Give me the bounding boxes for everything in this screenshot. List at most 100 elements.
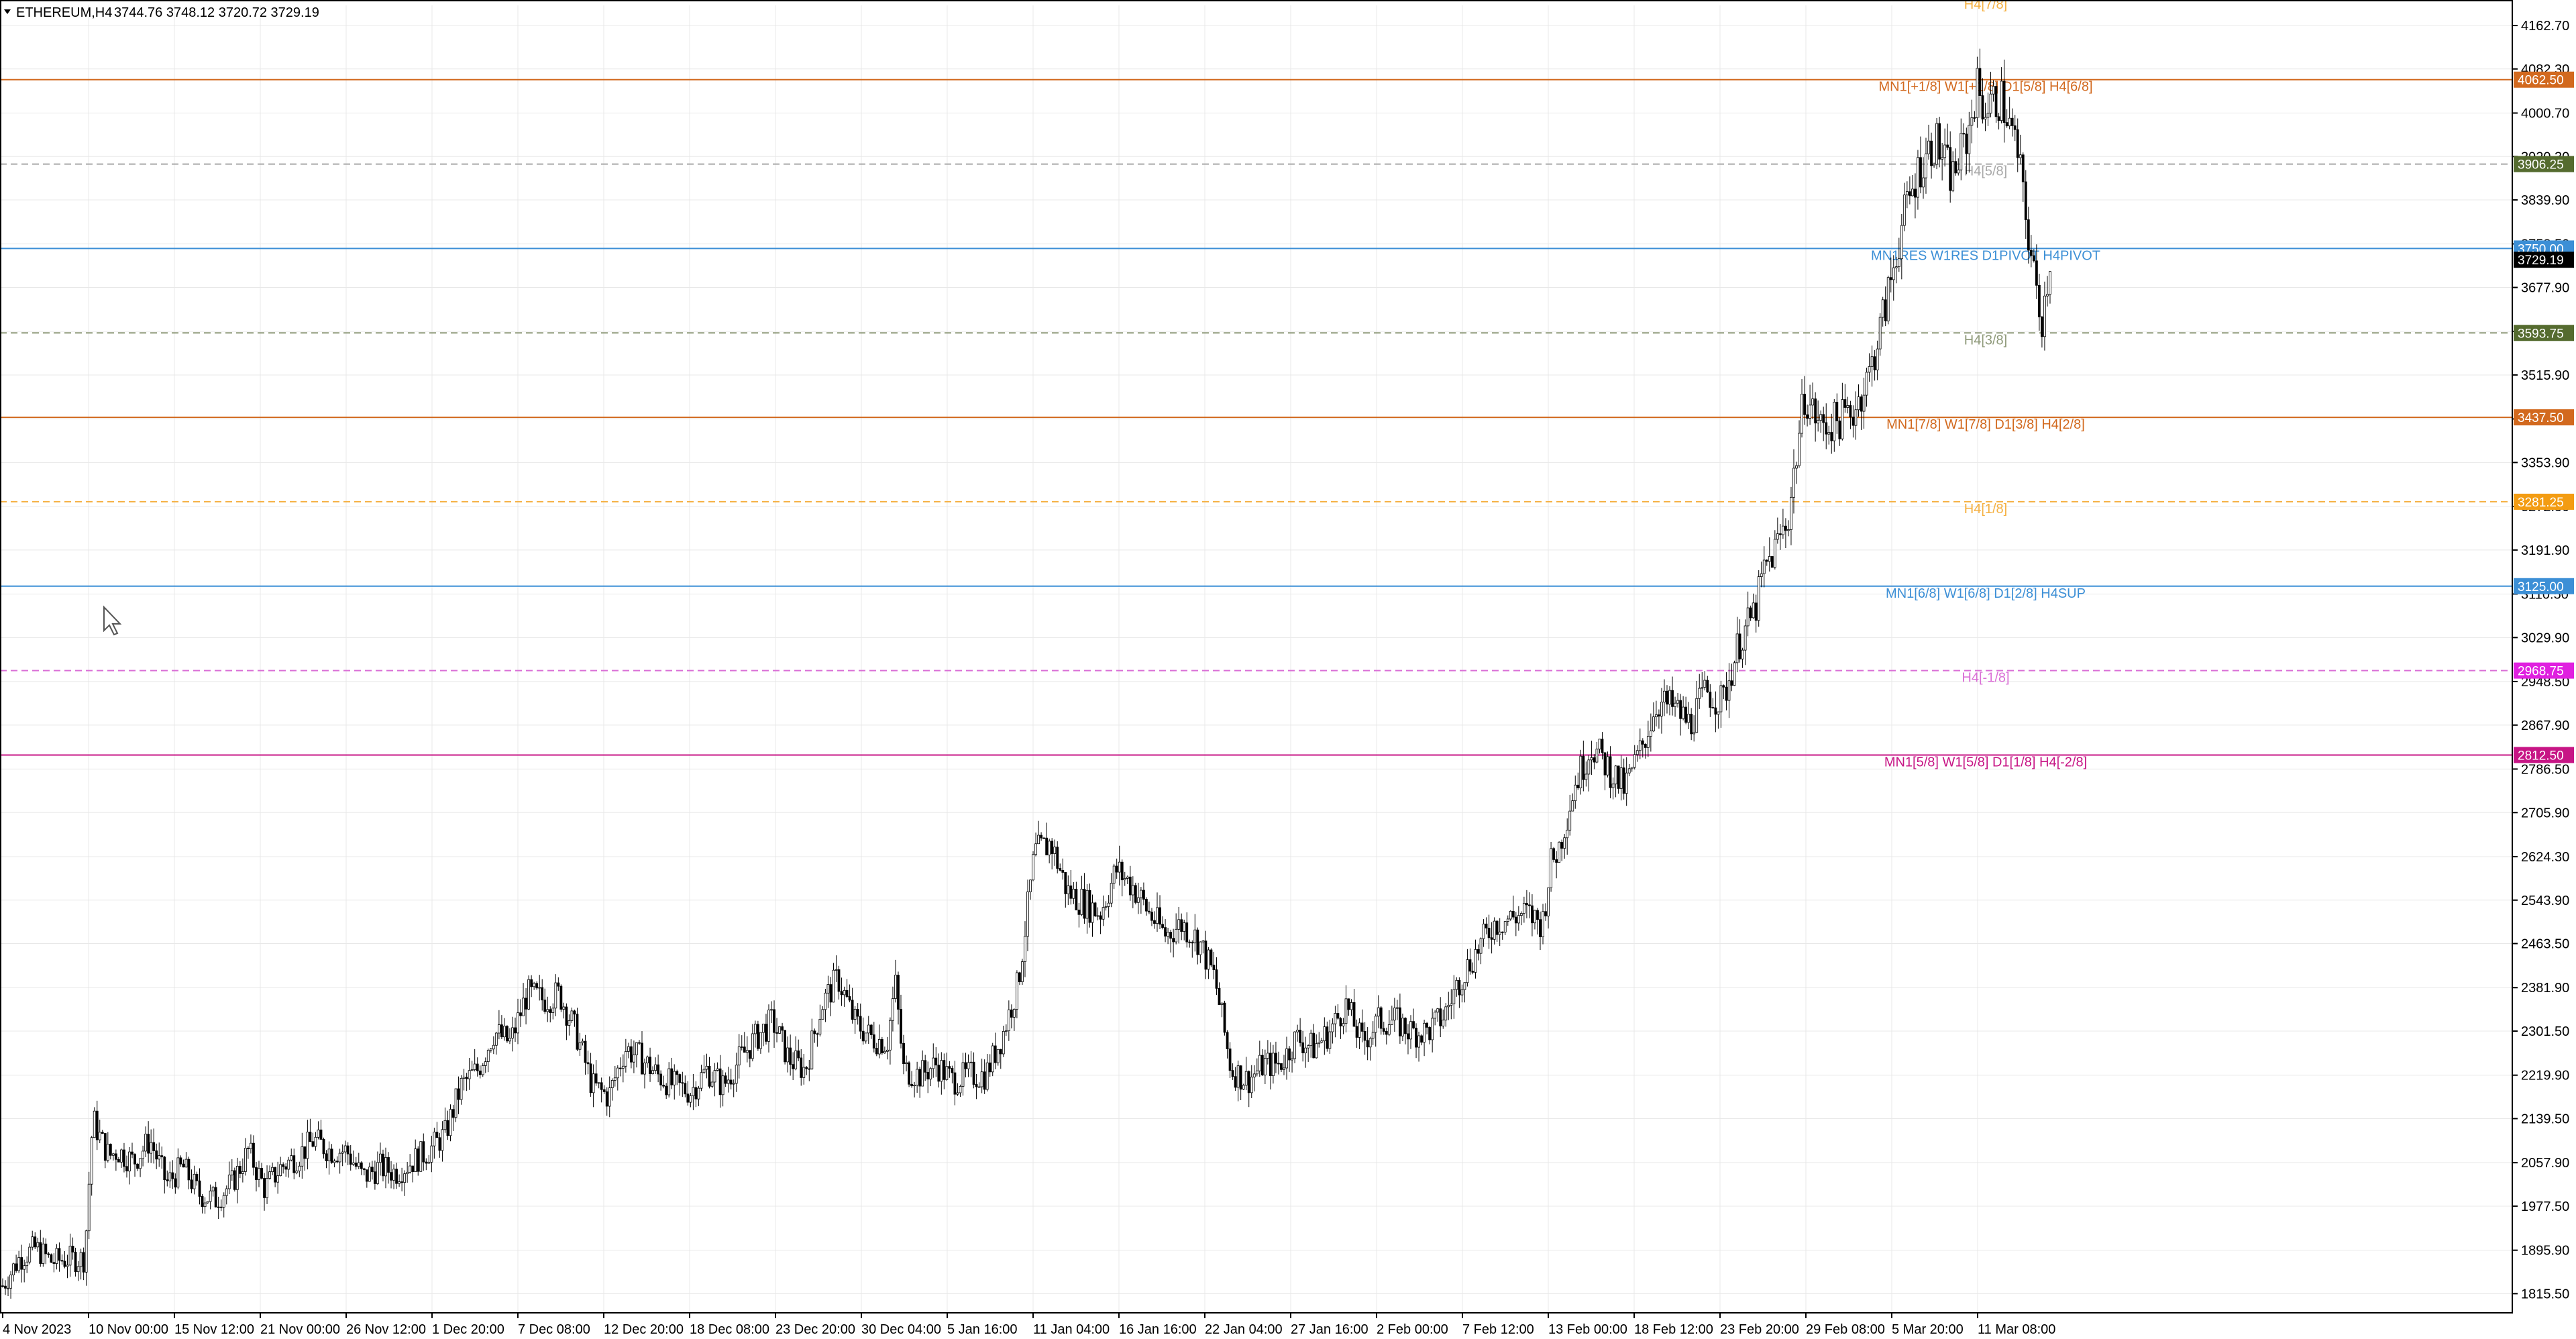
candle-body xyxy=(1034,843,1037,855)
candle-body xyxy=(1420,1035,1423,1043)
candle-body xyxy=(168,1172,172,1181)
candle-body xyxy=(1536,910,1539,920)
candle-body xyxy=(85,1230,88,1273)
candle-body xyxy=(980,1071,983,1087)
candle-body xyxy=(1868,366,1871,373)
candle-body xyxy=(1156,907,1159,924)
candle-body xyxy=(1004,1030,1008,1032)
candle-body xyxy=(948,1066,951,1069)
candle-body xyxy=(1134,885,1137,903)
candle-body xyxy=(494,1032,498,1046)
candle-body xyxy=(90,1137,93,1185)
candle-body xyxy=(1746,607,1750,627)
candle-body xyxy=(667,1068,671,1095)
candle-body xyxy=(883,1051,886,1054)
candle-body xyxy=(1183,922,1186,932)
candle-body xyxy=(565,1006,568,1026)
candle-body xyxy=(735,1065,738,1084)
candle-body xyxy=(514,1027,517,1034)
candle-body xyxy=(594,1073,598,1084)
candle-body xyxy=(470,1069,474,1071)
candle-body xyxy=(1738,633,1741,659)
candle-body xyxy=(892,998,894,1021)
price-tags: 4062.503906.253750.003593.753437.503281.… xyxy=(2514,71,2574,763)
candle-body xyxy=(1933,164,1935,166)
y-tick-label: 3353.90 xyxy=(2521,456,2569,470)
candle-body xyxy=(724,1075,727,1084)
candle-body xyxy=(1830,432,1833,441)
candle-body xyxy=(1128,876,1132,896)
candle-body xyxy=(1207,949,1210,970)
candle-body xyxy=(886,1049,889,1052)
candle-body xyxy=(1226,1032,1229,1049)
candle-body xyxy=(1635,750,1639,755)
candle-body xyxy=(576,1014,579,1050)
candle-body xyxy=(193,1173,196,1189)
candle-body xyxy=(233,1170,236,1190)
candle-body xyxy=(1806,414,1809,419)
candle-body xyxy=(1474,949,1477,973)
candle-body xyxy=(4,1285,7,1289)
candle-body xyxy=(1506,918,1509,922)
candle-body xyxy=(451,1109,455,1118)
candle-body xyxy=(748,1050,751,1059)
candle-body xyxy=(994,1045,997,1063)
candle-body xyxy=(1075,888,1078,910)
candle-body xyxy=(473,1063,476,1070)
candle-body xyxy=(443,1120,447,1130)
candle-body xyxy=(2002,81,2006,123)
candle-body xyxy=(111,1153,115,1156)
candle-body xyxy=(1725,686,1728,701)
candle-body xyxy=(1873,356,1876,370)
candle-body xyxy=(1528,904,1531,906)
candle-body xyxy=(1412,1021,1415,1028)
candle-body xyxy=(775,1032,778,1034)
candle-body xyxy=(802,1067,806,1078)
candle-body xyxy=(484,1061,487,1066)
candle-body xyxy=(1167,932,1169,936)
candle-body xyxy=(1851,417,1855,426)
candle-body xyxy=(370,1167,374,1173)
candle-body xyxy=(1407,1033,1409,1040)
candle-body xyxy=(352,1163,355,1165)
price-tag xyxy=(2514,71,2574,88)
candle-body xyxy=(258,1168,260,1180)
candle-body xyxy=(144,1134,148,1152)
ohlc-values: 3744.76 3748.12 3720.72 3729.19 xyxy=(114,5,319,20)
candle-body xyxy=(1263,1058,1267,1075)
candle-body xyxy=(1949,147,1952,191)
candle-body xyxy=(1315,1043,1318,1059)
candle-body xyxy=(573,1010,576,1015)
candle-body xyxy=(152,1142,156,1151)
candle-body xyxy=(1822,414,1825,423)
candle-body xyxy=(219,1206,223,1208)
candle-body xyxy=(821,1009,824,1020)
candle-body xyxy=(1627,768,1631,773)
candle-body xyxy=(1625,772,1628,794)
candle-body xyxy=(1598,739,1601,750)
candle-body xyxy=(1938,123,1941,160)
candle-body xyxy=(705,1065,708,1070)
candle-body xyxy=(292,1155,296,1173)
candle-body xyxy=(282,1164,285,1167)
candle-body xyxy=(1404,1018,1407,1034)
candle-body xyxy=(330,1148,333,1163)
candle-body xyxy=(400,1181,404,1183)
candle-body xyxy=(710,1081,714,1087)
triangle-down-icon[interactable] xyxy=(4,9,11,14)
candle-body xyxy=(128,1151,131,1172)
candle-body xyxy=(1045,837,1049,855)
price-tag xyxy=(2514,747,2574,763)
candle-body xyxy=(301,1146,304,1167)
candle-body xyxy=(1452,989,1456,1004)
candle-body xyxy=(1458,979,1461,996)
candle-body xyxy=(951,1068,954,1073)
candle-body xyxy=(1881,299,1884,318)
candle-body xyxy=(462,1077,466,1079)
candle-body xyxy=(125,1166,128,1172)
candle-body xyxy=(486,1050,490,1063)
candle-body xyxy=(641,1042,643,1075)
candle-body xyxy=(74,1252,77,1273)
